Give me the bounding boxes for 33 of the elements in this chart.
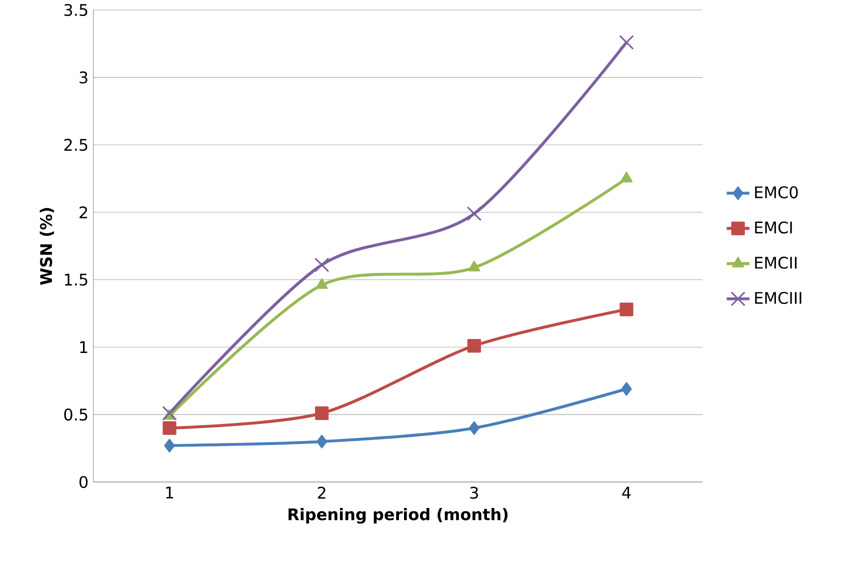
point [162,406,177,421]
x-tick-label: 1 [166,486,174,498]
point [162,421,176,435]
y-tick-label: 0.5 [64,408,88,421]
x-tick-label: 3 [470,486,478,499]
x-axis-title: Ripening period (month) [288,508,508,524]
point [316,434,328,448]
y-tick-label: 0 [79,476,88,488]
legend-label: EMCI [755,221,792,234]
x-tick-label: 2 [318,486,326,499]
point [620,302,634,316]
point [466,206,482,222]
point [164,438,175,452]
legend-label: EMCII [755,256,797,269]
point [467,338,481,353]
y-tick-label: 1 [80,341,88,353]
y-tick-label: 2.5 [64,138,88,151]
y-tick-label: 2 [80,206,88,218]
y-tick-label: 3.5 [64,4,88,16]
legend-label: EMCIII [755,292,802,304]
y-tick-label: 3 [80,71,88,84]
legend-label: EMC0 [755,186,798,198]
point [620,172,632,182]
point [468,421,480,435]
point [316,278,328,289]
point [314,257,330,272]
y-axis-title: WSN (%) [40,208,54,285]
x-tick-label: 4 [622,486,631,498]
y-tick-label: 1.5 [64,274,88,286]
point [468,260,480,272]
point [621,382,632,396]
point [619,34,634,50]
point [315,406,329,420]
